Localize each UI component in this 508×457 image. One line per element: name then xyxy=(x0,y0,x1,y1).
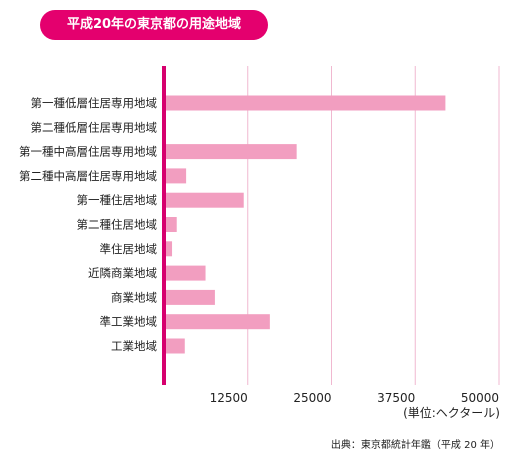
category-label: 第二種低層住居専用地域 xyxy=(31,120,158,134)
category-label: 準工業地域 xyxy=(100,315,158,329)
category-label: 工業地域 xyxy=(111,339,157,353)
bar xyxy=(164,144,297,160)
category-label: 第二種住居地域 xyxy=(77,218,158,232)
bar xyxy=(164,241,173,257)
chart-title: 平成20年の東京都の用途地域 xyxy=(40,10,268,40)
unit-label: (単位:ヘクタール) xyxy=(403,406,500,420)
category-label: 第一種中高層住居専用地域 xyxy=(19,145,157,159)
bar xyxy=(164,192,244,208)
category-label: 第一種住居地域 xyxy=(77,193,158,207)
x-tick-label: 37500 xyxy=(377,391,415,405)
category-labels: 第一種低層住居専用地域第二種低層住居専用地域第一種中高層住居専用地域第二種中高層… xyxy=(19,96,157,353)
category-label: 準住居地域 xyxy=(100,242,158,256)
category-label: 近隣商業地域 xyxy=(88,266,157,280)
source-label: 出典：東京都統計年鑑（平成 20 年） xyxy=(330,440,500,451)
category-label: 商業地域 xyxy=(111,290,157,304)
grid-lines xyxy=(247,66,500,385)
bar xyxy=(164,289,215,305)
x-tick-label: 50000 xyxy=(461,391,499,405)
bar xyxy=(164,168,187,184)
category-label: 第二種中高層住居専用地域 xyxy=(19,169,157,183)
bar xyxy=(164,95,446,111)
category-label: 第一種低層住居専用地域 xyxy=(31,96,158,110)
bar xyxy=(164,265,206,281)
bars xyxy=(164,95,446,354)
bar xyxy=(164,314,270,330)
x-tick-label: 12500 xyxy=(210,391,248,405)
x-tick-labels: 12500 25000 37500 50000 xyxy=(210,391,499,405)
bar xyxy=(164,217,177,232)
x-tick-label: 25000 xyxy=(293,391,331,405)
bar xyxy=(164,338,185,354)
